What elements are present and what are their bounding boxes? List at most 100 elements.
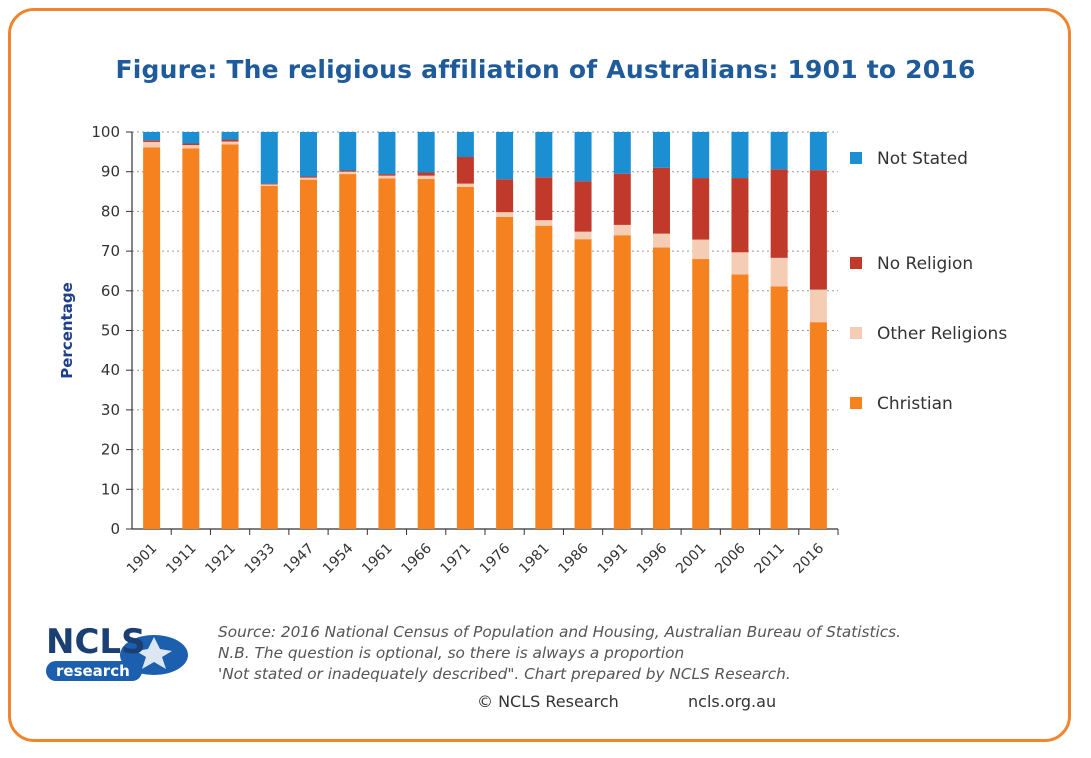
x-tick-label: 1933 xyxy=(242,541,279,578)
bar-other-religions-1901 xyxy=(143,141,161,148)
bar-no-religion-1933 xyxy=(260,183,278,185)
x-tick-label: 1901 xyxy=(124,541,161,578)
bar-no-religion-2006 xyxy=(731,178,749,253)
legend-label-christian: Christian xyxy=(877,394,953,414)
bar-christian-1991 xyxy=(613,235,631,529)
bar-christian-1921 xyxy=(221,144,239,529)
bar-not-stated-1981 xyxy=(535,132,553,178)
y-tick-label: 40 xyxy=(101,361,120,379)
bar-no-religion-2011 xyxy=(770,169,788,258)
bar-other-religions-1961 xyxy=(378,175,396,179)
x-tick-label: 1966 xyxy=(398,540,435,577)
bar-other-religions-2016 xyxy=(809,289,827,323)
copyright-text: © NCLS Research xyxy=(477,692,619,711)
bar-not-stated-1947 xyxy=(300,132,317,177)
x-tick-label: 2001 xyxy=(673,541,710,578)
bar-other-religions-1966 xyxy=(417,175,435,179)
bar-christian-1961 xyxy=(378,178,396,529)
bar-other-religions-1991 xyxy=(613,224,631,236)
bar-no-religion-1911 xyxy=(182,143,200,146)
bar-other-religions-1911 xyxy=(182,145,200,149)
bar-christian-1901 xyxy=(143,147,161,529)
source-line-2: N.B. The question is optional, so there … xyxy=(218,644,685,662)
logo-subtext: research xyxy=(56,662,130,680)
bar-no-religion-1966 xyxy=(417,172,435,176)
x-tick-label: 1947 xyxy=(281,541,318,578)
x-tick-label: 2016 xyxy=(791,540,828,577)
website-link[interactable]: ncls.org.au xyxy=(688,692,777,711)
stacked-bar-chart: 0 10 20 30 40 50 60 70 80 90 100 Percentage 1901 1911… xyxy=(58,123,1007,578)
bar-no-religion-1976 xyxy=(496,179,514,213)
logo-text: NCLS xyxy=(46,622,146,662)
bar-no-religion-1954 xyxy=(339,170,357,172)
bar-no-religion-1971 xyxy=(456,157,474,184)
bar-not-stated-1901 xyxy=(143,132,161,141)
bar-christian-2016 xyxy=(809,322,827,529)
bar-not-stated-1961 xyxy=(378,132,396,175)
bar-other-religions-1954 xyxy=(339,171,357,175)
bar-other-religions-2006 xyxy=(731,252,749,275)
y-tick-label: 60 xyxy=(101,282,120,300)
bar-other-religions-1996 xyxy=(653,233,670,248)
bar-not-stated-2011 xyxy=(770,132,788,170)
bar-not-stated-1921 xyxy=(221,132,239,140)
x-tick-label: 1954 xyxy=(320,540,357,577)
bar-other-religions-1976 xyxy=(496,212,514,217)
bar-christian-1971 xyxy=(456,186,474,529)
source-line-3: 'Not stated or inadequately described". … xyxy=(218,665,791,683)
bar-other-religions-1986 xyxy=(574,231,592,240)
bar-christian-2011 xyxy=(770,286,788,529)
bar-no-religion-2016 xyxy=(809,170,827,290)
y-tick-label: 10 xyxy=(101,480,120,498)
y-tick-label: 70 xyxy=(101,242,120,260)
bar-christian-2006 xyxy=(731,274,749,529)
bar-christian-1986 xyxy=(574,239,592,529)
bar-not-stated-1996 xyxy=(653,132,670,168)
bar-not-stated-1911 xyxy=(182,132,200,144)
bar-no-religion-1981 xyxy=(535,177,553,221)
bar-not-stated-1971 xyxy=(456,132,474,158)
legend-swatch-other-religions xyxy=(850,327,862,339)
bar-christian-2001 xyxy=(692,259,710,529)
bar-no-religion-1901 xyxy=(143,140,161,142)
legend-swatch-not-stated xyxy=(850,152,862,164)
ncls-logo: NCLS research xyxy=(46,622,188,681)
bar-other-religions-1933 xyxy=(260,184,278,186)
bar-no-religion-1986 xyxy=(574,181,592,232)
source-line-1: Source: 2016 National Census of Populati… xyxy=(218,623,901,641)
bar-no-religion-1947 xyxy=(300,176,317,178)
legend-label-other-religions: Other Religions xyxy=(877,324,1007,344)
bar-christian-1954 xyxy=(339,174,357,529)
bar-other-religions-1971 xyxy=(456,183,474,187)
bar-not-stated-2001 xyxy=(692,132,710,179)
x-tick-label: 1961 xyxy=(359,541,396,578)
bar-not-stated-1933 xyxy=(260,132,278,184)
x-tick-label: 1976 xyxy=(477,540,514,577)
bar-other-religions-2001 xyxy=(692,239,710,260)
y-tick-label: 0 xyxy=(110,520,120,538)
x-tick-label: 1981 xyxy=(516,541,553,578)
bar-not-stated-1954 xyxy=(339,132,357,171)
bar-christian-1966 xyxy=(417,178,435,529)
bar-other-religions-1921 xyxy=(221,141,239,145)
bar-no-religion-1921 xyxy=(221,139,239,142)
bar-other-religions-2011 xyxy=(770,257,788,287)
bar-other-religions-1947 xyxy=(300,177,317,180)
y-tick-label: 100 xyxy=(91,123,120,141)
bar-other-religions-1981 xyxy=(535,220,553,226)
bar-no-religion-2001 xyxy=(692,178,710,240)
source-note: Source: 2016 National Census of Populati… xyxy=(218,622,1068,685)
y-tick-label: 50 xyxy=(101,322,120,340)
legend-label-no-religion: No Religion xyxy=(877,254,973,274)
bar-not-stated-2006 xyxy=(731,132,749,179)
y-tick-label: 90 xyxy=(101,163,120,181)
legend-swatch-christian xyxy=(850,397,862,409)
bar-no-religion-1991 xyxy=(613,173,631,225)
y-axis-label: Percentage xyxy=(58,282,76,379)
x-tick-label: 2006 xyxy=(712,540,749,577)
x-tick-label: 1911 xyxy=(163,541,200,578)
x-tick-label: 1991 xyxy=(595,541,632,578)
x-tick-label: 1996 xyxy=(634,540,671,577)
bar-christian-1933 xyxy=(260,185,278,529)
bar-no-religion-1961 xyxy=(378,174,396,176)
